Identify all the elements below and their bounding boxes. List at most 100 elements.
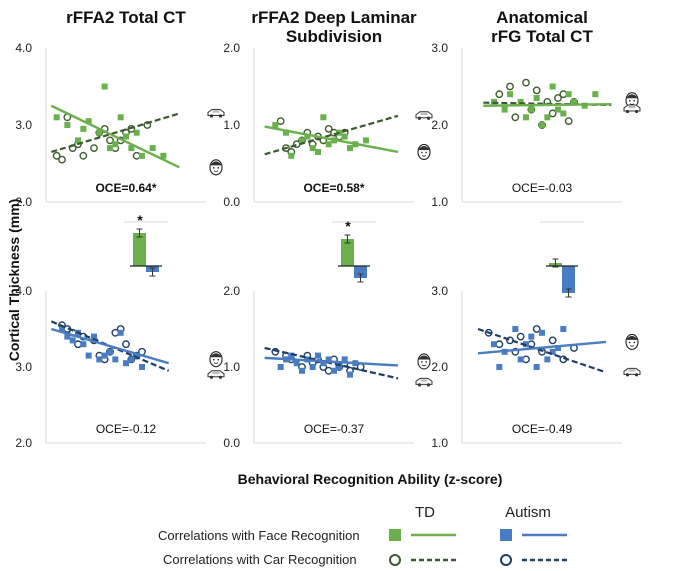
car-fit-line <box>264 114 399 156</box>
panel-5: 2.0 1.0 0.0 OCE=-0.37 <box>223 284 433 450</box>
face-point <box>347 371 353 378</box>
face-point <box>75 137 81 144</box>
face-point <box>512 326 519 332</box>
y-tick-label: 3.0 <box>15 118 32 132</box>
face-point <box>117 329 124 336</box>
bar-autism <box>562 266 575 293</box>
legend-car-label: Correlations with Car Recognition <box>163 552 357 567</box>
face-point <box>128 356 135 363</box>
car-point <box>122 340 130 349</box>
car-point <box>356 363 365 371</box>
face-point <box>539 122 545 128</box>
face-point <box>539 329 545 336</box>
face-point <box>325 141 332 148</box>
y-tick-label: 1.0 <box>223 118 240 132</box>
car-point <box>52 151 61 160</box>
face-point <box>117 114 124 121</box>
face-point <box>101 83 108 90</box>
car-point <box>79 151 88 160</box>
car-point <box>276 117 285 126</box>
bar-inset: * <box>332 218 376 283</box>
face-point <box>133 129 140 136</box>
panels-layer: rFFA2 Total CT 4.0 3.0 2.0 OCE=0.64* rFFA2 De… <box>15 8 641 450</box>
car-point <box>522 355 530 364</box>
y-tick-label: 3.0 <box>431 41 448 55</box>
bar-inset <box>540 221 584 298</box>
face-point <box>283 129 289 136</box>
panel-4: 4.0 3.0 2.0 OCE=-0.12 <box>15 284 225 450</box>
face-point <box>533 364 540 370</box>
face-point <box>299 137 305 144</box>
face-point <box>528 106 535 113</box>
y-tick-label: 4.0 <box>15 284 32 298</box>
face-point <box>341 356 348 363</box>
face-point <box>336 364 343 370</box>
face-point <box>69 337 76 344</box>
face-fit-line <box>50 104 180 169</box>
face-fit-line <box>264 125 399 154</box>
car-point <box>532 86 541 95</box>
face-point <box>107 145 113 152</box>
car-point <box>90 144 98 153</box>
panel-1: rFFA2 Total CT 4.0 3.0 2.0 OCE=0.64* <box>15 8 225 209</box>
face-point <box>112 141 119 148</box>
bar-autism <box>354 266 367 278</box>
oce-label: OCE=-0.12 <box>96 422 157 436</box>
bar-inset: * <box>124 212 168 277</box>
face-point <box>555 345 561 351</box>
car-icon <box>207 108 225 118</box>
face-point <box>544 356 551 363</box>
car-fit-line <box>264 346 399 380</box>
face-point <box>517 98 524 105</box>
legend-autism-car-marker <box>500 554 512 566</box>
face-point <box>309 145 316 152</box>
y-tick-label: 2.0 <box>223 41 240 55</box>
bar-td <box>341 239 354 266</box>
car-point <box>511 113 520 122</box>
face-point <box>80 341 87 348</box>
panel-title: Subdivision <box>286 27 382 46</box>
panel-title: rFG Total CT <box>491 27 593 46</box>
face-point <box>59 326 65 332</box>
bar-td <box>133 233 146 266</box>
y-tick-label: 2.0 <box>15 195 32 209</box>
car-icon <box>415 111 433 120</box>
face-point <box>560 110 567 117</box>
car-point <box>495 90 504 99</box>
significance-star: * <box>345 218 351 234</box>
face-point <box>139 152 145 159</box>
y-tick-label: 2.0 <box>223 284 240 298</box>
car-point <box>532 325 541 333</box>
face-point <box>320 360 327 367</box>
panel-title: rFFA2 Deep Laminar <box>251 8 417 27</box>
y-tick-label: 1.0 <box>431 195 448 209</box>
face-point <box>80 125 87 132</box>
car-point <box>559 90 568 99</box>
face-point <box>501 106 508 113</box>
car-icon <box>623 367 641 377</box>
face-fit-line <box>264 356 399 367</box>
y-tick-label: 3.0 <box>15 360 32 374</box>
car-icon <box>415 377 433 387</box>
face-point <box>139 364 145 370</box>
face-point <box>64 122 71 128</box>
face-icon <box>209 351 223 368</box>
face-point <box>331 367 337 374</box>
panel-title: Anatomical <box>496 8 588 27</box>
oce-label: OCE=-0.49 <box>512 422 573 436</box>
face-point <box>123 133 129 140</box>
legend-td-face-marker <box>389 529 401 541</box>
oce-label: OCE=-0.37 <box>304 422 365 436</box>
y-tick-label: 2.0 <box>431 360 448 374</box>
y-tick-label: 0.0 <box>223 195 240 209</box>
significance-star: * <box>137 212 143 228</box>
face-point <box>304 133 311 140</box>
face-point <box>544 114 551 121</box>
face-point <box>363 137 369 144</box>
car-point <box>132 151 141 160</box>
face-point <box>491 341 497 348</box>
legend-td-car-marker <box>389 554 401 566</box>
face-point <box>293 360 300 367</box>
